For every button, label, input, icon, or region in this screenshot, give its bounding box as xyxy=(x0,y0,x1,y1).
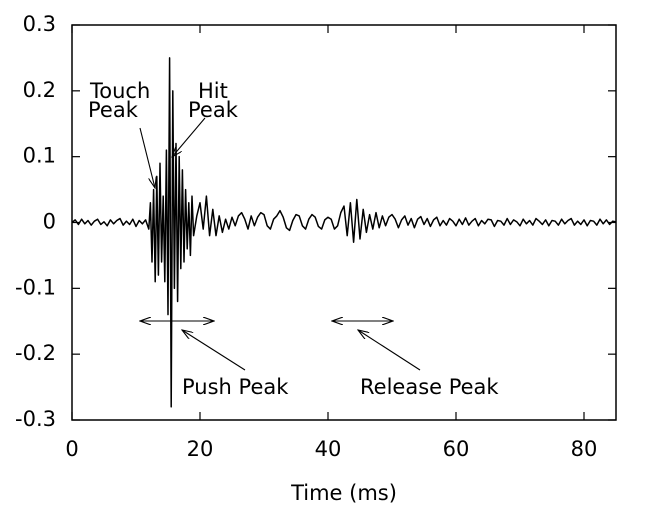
x-tick-label: 0 xyxy=(65,437,78,461)
annotation: Peak xyxy=(188,98,239,122)
x-tick-label: 20 xyxy=(187,437,214,461)
y-tick-label: 0.3 xyxy=(23,12,56,36)
y-tick-label: -0.2 xyxy=(15,341,56,365)
x-tick-label: 80 xyxy=(571,437,598,461)
waveform xyxy=(71,57,617,408)
y-tick-label: 0.1 xyxy=(23,144,56,168)
annotation-arrow xyxy=(358,330,421,371)
y-tick-label: -0.1 xyxy=(15,275,56,299)
annotation: Push Peak xyxy=(182,375,289,399)
annotation: Hit xyxy=(198,79,228,103)
annotation-arrow xyxy=(172,117,206,157)
y-tick-label: -0.3 xyxy=(15,407,56,431)
x-axis-label: Time (ms) xyxy=(290,481,397,505)
annotation: Release Peak xyxy=(360,375,499,399)
x-tick-label: 40 xyxy=(315,437,342,461)
annotation: Peak xyxy=(88,98,139,122)
annotation-arrow xyxy=(139,127,155,188)
annotation: Touch xyxy=(89,79,150,103)
y-tick-label: 0.2 xyxy=(23,78,56,102)
x-tick-label: 60 xyxy=(443,437,470,461)
annotation-arrow xyxy=(182,330,246,371)
y-tick-label: 0 xyxy=(43,210,56,234)
